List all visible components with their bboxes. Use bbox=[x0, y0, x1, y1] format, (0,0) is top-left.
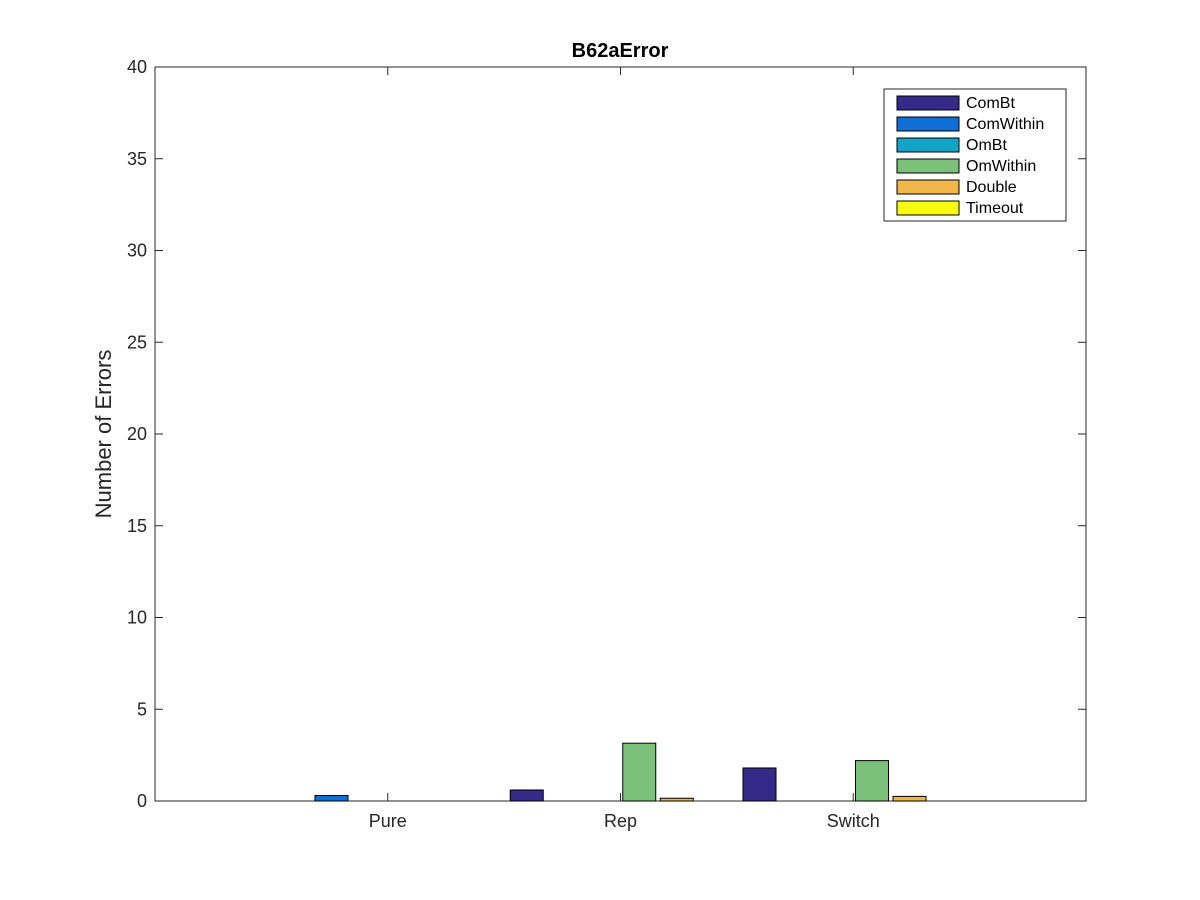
legend-swatch-combt bbox=[896, 95, 960, 111]
y-tick-label: 35 bbox=[127, 149, 147, 169]
bar-combt-switch bbox=[742, 767, 777, 802]
legend-label-double: Double bbox=[966, 179, 1017, 196]
x-tick-label: Rep bbox=[604, 811, 637, 831]
legend-label-comwithin: ComWithin bbox=[966, 116, 1044, 133]
y-tick-label: 20 bbox=[127, 424, 147, 444]
legend-label-timeout: Timeout bbox=[966, 200, 1024, 217]
legend-swatch-double bbox=[896, 179, 960, 195]
y-tick-label: 30 bbox=[127, 241, 147, 261]
y-tick-label: 0 bbox=[137, 791, 147, 811]
y-tick-label: 25 bbox=[127, 332, 147, 352]
bar-omwithin-switch bbox=[855, 760, 889, 802]
y-tick-label: 15 bbox=[127, 516, 147, 536]
legend-box bbox=[883, 88, 1067, 222]
legend-swatch-timeout bbox=[896, 200, 960, 216]
y-tick-label: 10 bbox=[127, 608, 147, 628]
legend-swatch-ombt bbox=[896, 137, 960, 153]
bar-combt-rep bbox=[509, 789, 544, 802]
bar-double-rep bbox=[659, 797, 694, 802]
y-axis-label: Number of Errors bbox=[91, 350, 116, 519]
legend-label-ombt: OmBt bbox=[966, 137, 1007, 154]
x-tick-label: Switch bbox=[827, 811, 880, 831]
bar-comwithin-pure bbox=[314, 794, 349, 802]
legend-swatch-omwithin bbox=[896, 158, 960, 174]
legend: ComBt ComWithin OmBt OmWithin Double Timeout bbox=[883, 88, 1067, 222]
y-tick-label: 5 bbox=[137, 699, 147, 719]
legend-swatch-comwithin bbox=[896, 116, 960, 132]
legend-label-combt: ComBt bbox=[966, 95, 1015, 112]
bar-omwithin-rep bbox=[622, 742, 657, 802]
chart-title: B62aError bbox=[572, 40, 669, 62]
legend-label-omwithin: OmWithin bbox=[966, 158, 1036, 175]
y-tick-label: 40 bbox=[127, 57, 147, 77]
plot-area: 0 5 10 15 20 25 30 35 40 Pure Rep Switch bbox=[127, 57, 1087, 831]
bar-double-switch bbox=[892, 795, 927, 802]
x-tick-label: Pure bbox=[369, 811, 407, 831]
